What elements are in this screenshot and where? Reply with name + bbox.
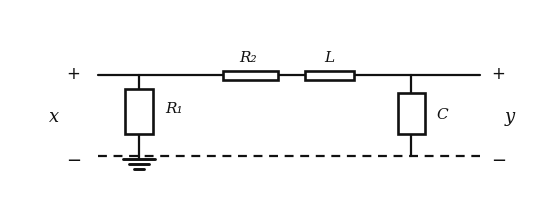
Bar — [223, 71, 278, 81]
Text: +: + — [66, 65, 81, 83]
Bar — [398, 94, 425, 134]
Bar — [125, 90, 153, 134]
Text: y: y — [505, 107, 514, 125]
Text: L: L — [325, 51, 335, 65]
Text: −: − — [66, 151, 81, 169]
Bar — [305, 71, 354, 81]
Text: x: x — [50, 107, 59, 125]
Text: +: + — [492, 65, 506, 83]
Text: −: − — [491, 151, 506, 169]
Text: C: C — [437, 107, 448, 121]
Text: R₂: R₂ — [239, 51, 257, 65]
Text: R₁: R₁ — [165, 101, 183, 115]
